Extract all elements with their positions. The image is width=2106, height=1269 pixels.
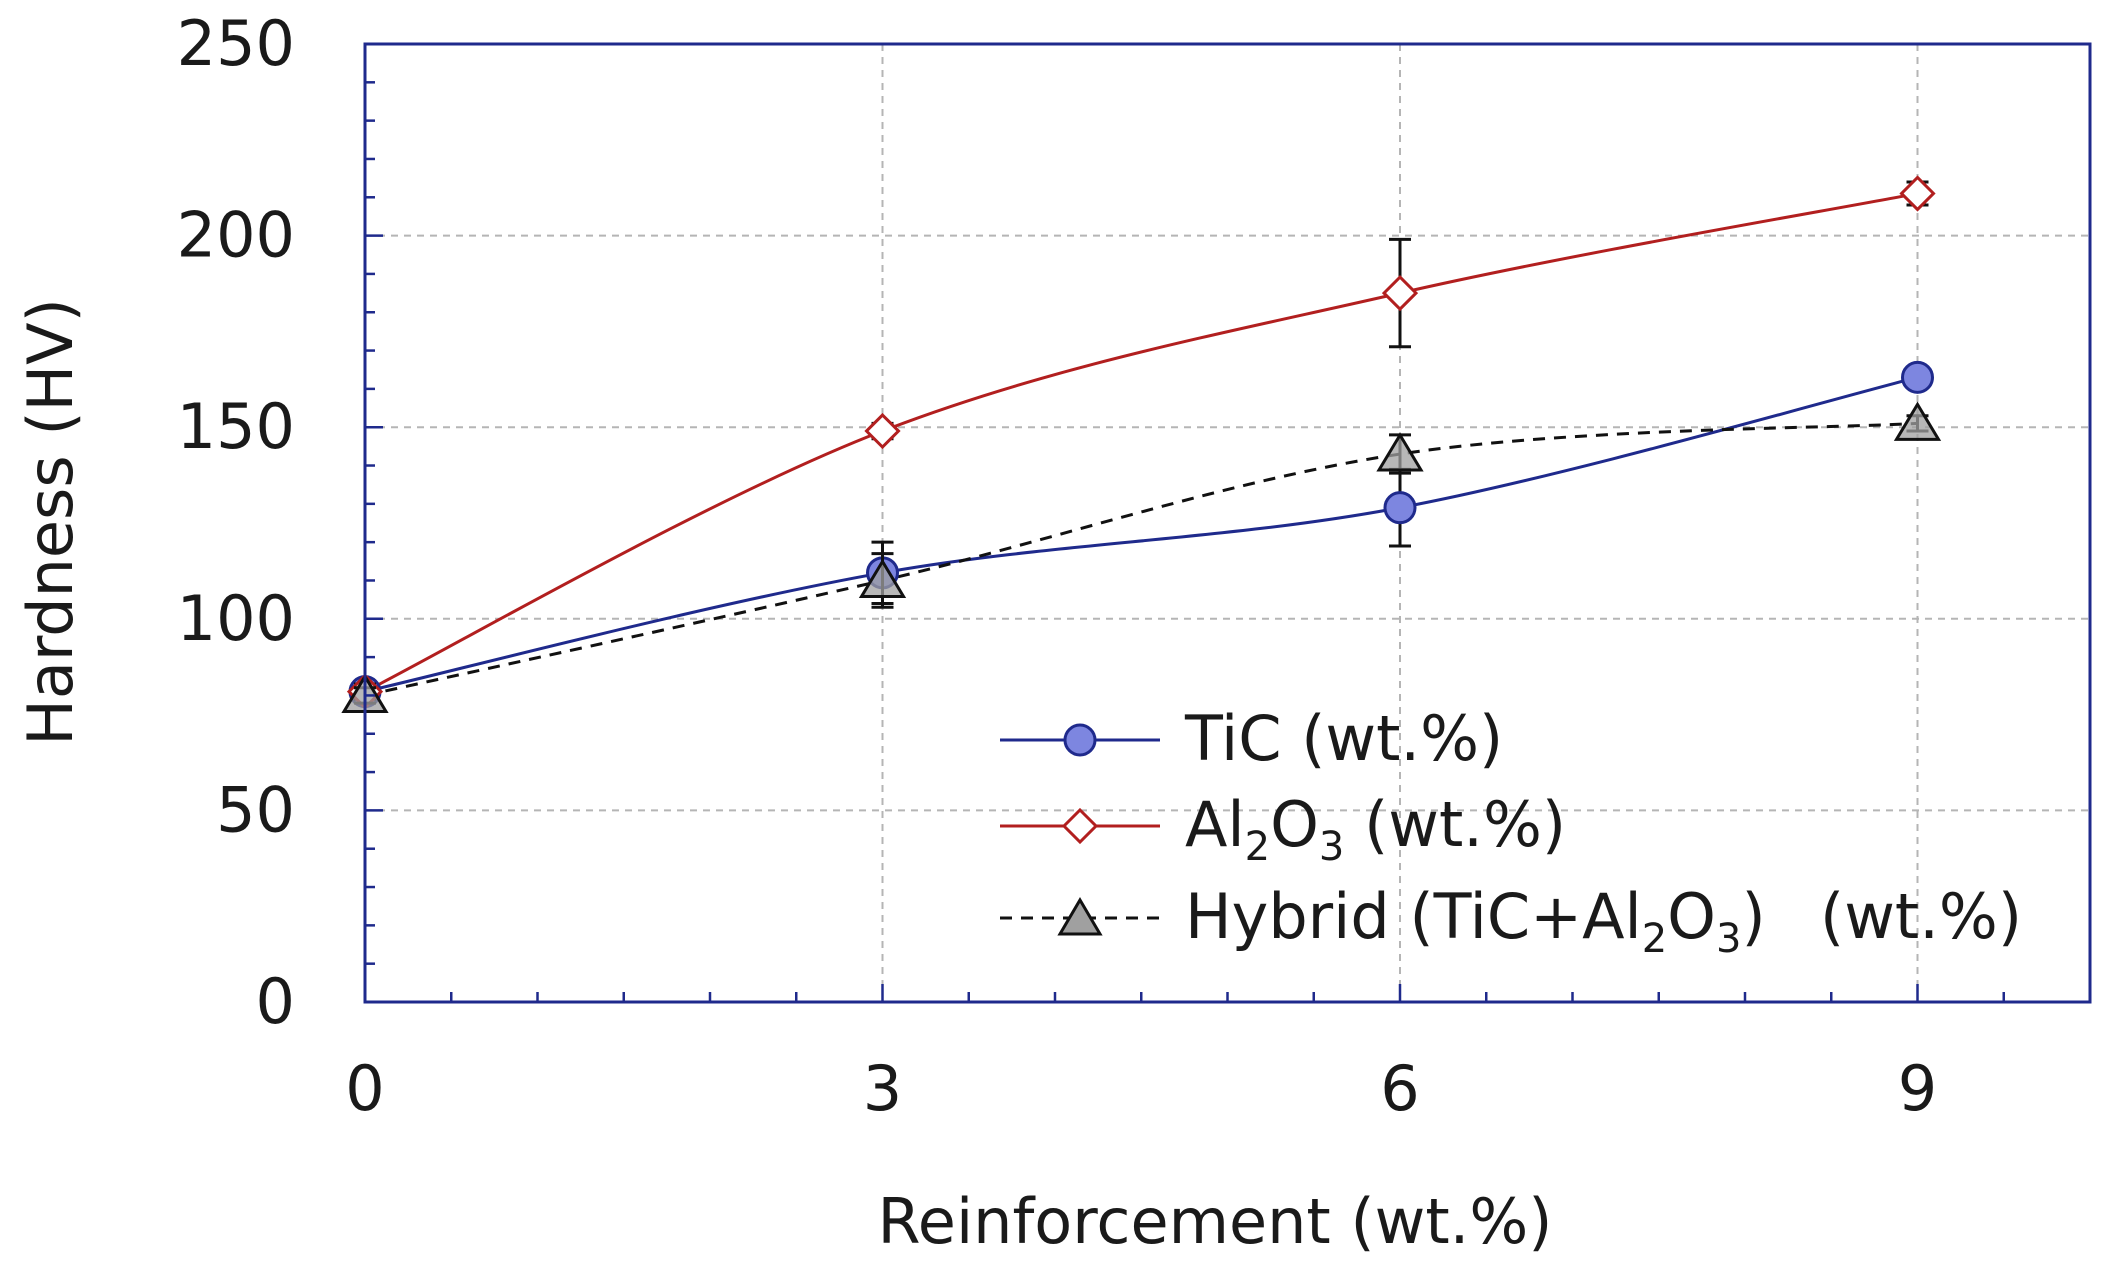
y-tick-label: 0 xyxy=(256,965,295,1038)
legend-al2o3-part-c: (wt.%) xyxy=(1344,788,1566,861)
legend-al2o3-part-a: Al xyxy=(1185,788,1245,861)
legend: TiC (wt.%) Al2O3 (wt.%) Hybrid (TiC+Al2O… xyxy=(1000,702,2022,962)
legend-entry-al2o3: Al2O3 (wt.%) xyxy=(1000,788,1566,870)
y-tick-label: 200 xyxy=(177,199,295,272)
axes xyxy=(363,42,2092,1004)
legend-al2o3-sub-2: 3 xyxy=(1319,824,1344,870)
series-line-hybrid xyxy=(364,421,1918,697)
legend-al2o3-part-b: O xyxy=(1270,788,1319,861)
data-point-hybrid xyxy=(858,558,907,598)
legend-hybrid-part-c: ) xyxy=(1741,880,1765,953)
y-tick-label: 250 xyxy=(177,7,295,80)
legend-al2o3-sub-1: 2 xyxy=(1245,824,1270,870)
legend-label-tic: TiC (wt.%) xyxy=(1184,702,1503,775)
legend-entry-hybrid: Hybrid (TiC+Al2O3) (wt.%) xyxy=(1000,880,2022,962)
y-tick-label: 150 xyxy=(177,390,295,463)
legend-hybrid-unit: (wt.%) xyxy=(1820,880,2022,953)
data-point-hybrid xyxy=(1893,401,1942,441)
legend-marker-al2o3 xyxy=(1061,807,1099,845)
y-tick-label: 100 xyxy=(177,582,295,655)
x-tick-label: 3 xyxy=(863,1052,902,1125)
legend-hybrid-sub-2: 3 xyxy=(1716,916,1741,962)
legend-marker-tic xyxy=(1063,723,1097,757)
series-line-tic xyxy=(364,375,1918,694)
series-curves xyxy=(364,191,1918,697)
y-axis-title: Hardness (HV) xyxy=(14,298,87,746)
legend-hybrid-sub-1: 2 xyxy=(1642,916,1667,962)
legend-marker-hybrid xyxy=(1057,897,1103,936)
legend-label-al2o3: Al2O3 (wt.%) xyxy=(1185,788,1566,870)
data-point-tic xyxy=(1383,491,1417,525)
legend-entry-tic: TiC (wt.%) xyxy=(1000,702,1503,775)
legend-hybrid-part-a: Hybrid (TiC+Al xyxy=(1185,880,1642,953)
tick-labels: 0 50 100 150 200 250 0 3 6 9 xyxy=(177,7,1938,1125)
legend-hybrid-part-b: O xyxy=(1667,880,1716,953)
series-line-al2o3 xyxy=(364,191,1918,693)
data-point-tic xyxy=(1901,360,1934,394)
legend-label-hybrid: Hybrid (TiC+Al2O3) xyxy=(1185,880,1766,962)
y-tick-label: 50 xyxy=(216,773,295,846)
data-point-al2o3 xyxy=(1899,175,1936,212)
x-tick-label: 6 xyxy=(1380,1052,1419,1125)
data-point-al2o3 xyxy=(864,412,901,450)
x-axis-title: Reinforcement (wt.%) xyxy=(878,1185,1553,1258)
series-markers xyxy=(341,175,1942,713)
x-tick-label: 9 xyxy=(1898,1052,1937,1125)
data-point-hybrid xyxy=(1376,432,1424,472)
data-point-al2o3 xyxy=(1381,274,1419,312)
x-tick-label: 0 xyxy=(345,1052,384,1125)
